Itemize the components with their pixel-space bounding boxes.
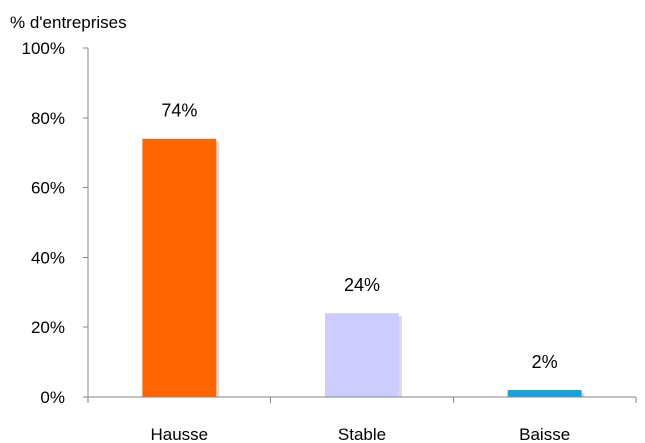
x-tick-label-stable: Stable (338, 425, 386, 443)
data-label-baisse: 2% (532, 352, 558, 372)
bars-layer (142, 138, 585, 398)
x-tick-label-baisse: Baisse (519, 425, 570, 443)
data-label-stable: 24% (344, 275, 380, 295)
y-axis-title: % d'entreprises (10, 13, 127, 32)
data-label-hausse: 74% (161, 101, 197, 121)
bar-hausse (142, 138, 217, 398)
y-tick-label: 60% (31, 179, 65, 198)
bar-baisse (507, 390, 582, 397)
y-tick-label: 40% (31, 248, 65, 267)
bar-stable (325, 313, 399, 397)
y-tick-label: 0% (40, 388, 65, 407)
y-tick-label: 20% (31, 318, 65, 337)
y-tick-label: 100% (22, 39, 65, 58)
axes-layer (83, 47, 637, 403)
y-tick-label: 80% (31, 109, 65, 128)
x-tick-label-hausse: Hausse (151, 425, 209, 443)
labels-layer: 74% Hausse 24% Stable 2% Baisse 0% 20% 40% 60% 80%… (22, 39, 571, 443)
